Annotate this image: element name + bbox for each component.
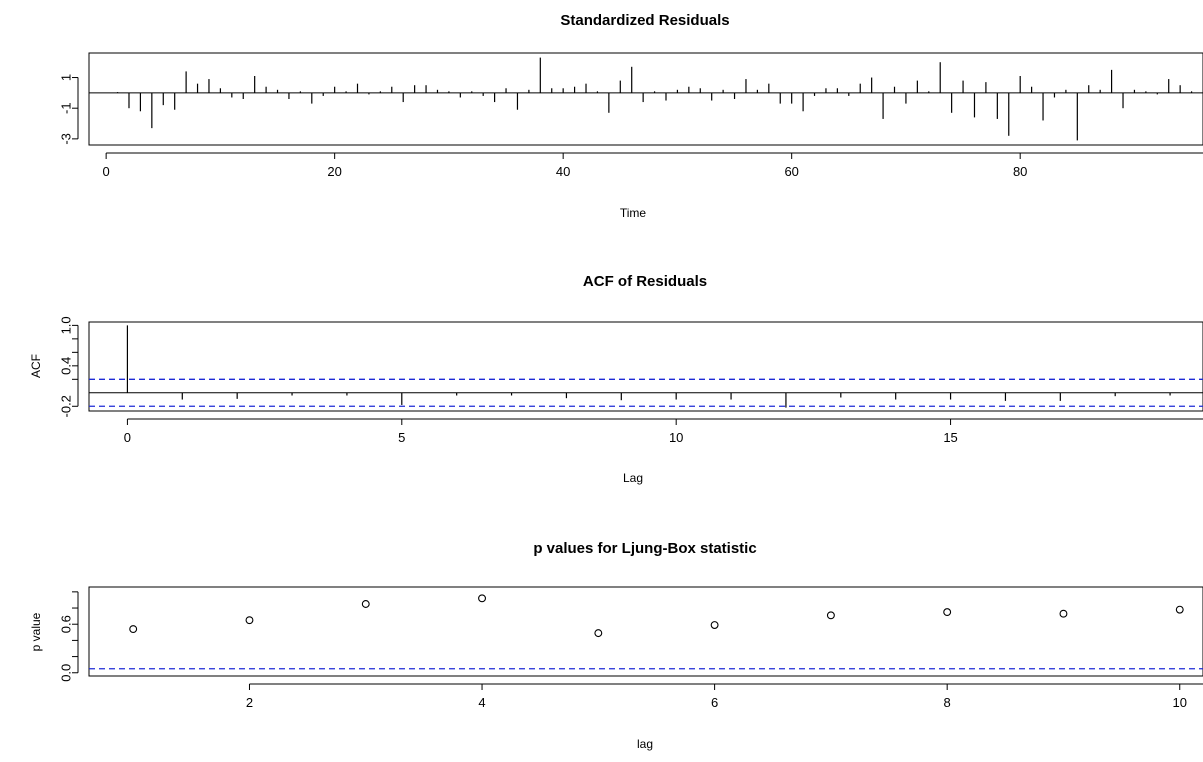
panel-standardized-residuals: Standardized Residuals 0 20 40 60 80 1 -1 -3 Ti… — [59, 12, 1203, 220]
y-tick-label: 1 — [59, 74, 74, 81]
pvalue-point — [246, 617, 253, 624]
acf-spikes: 0 5 10 15 -0.2 0.4 1.0 — [59, 316, 1203, 445]
y-tick-label: 0.0 — [59, 664, 74, 682]
x-tick-label: 80 — [1013, 164, 1027, 179]
x-tick-label: 15 — [943, 430, 957, 445]
x-tick-label: 10 — [669, 430, 683, 445]
y-tick-label: 0.6 — [59, 615, 74, 633]
pvalue-point — [827, 612, 834, 619]
plot-frame — [89, 53, 1203, 145]
panel-title: ACF of Residuals — [583, 273, 707, 290]
y-axis-label: ACF — [29, 354, 43, 378]
x-tick-label: 40 — [556, 164, 570, 179]
x-tick-label: 5 — [398, 430, 405, 445]
x-axis-label: Lag — [623, 471, 643, 485]
x-tick-label: 10 — [1173, 695, 1187, 710]
panel-acf: ACF of Residuals 0 5 10 15 -0.2 0.4 1.0 Lag AC… — [29, 273, 1203, 485]
panel-title: Standardized Residuals — [560, 12, 729, 29]
y-tick-label: 1.0 — [59, 316, 74, 334]
x-tick-label: 0 — [124, 430, 131, 445]
x-axis-label: Time — [620, 206, 647, 220]
x-tick-label: 60 — [784, 164, 798, 179]
x-tick-label: 8 — [944, 695, 951, 710]
pvalue-point — [711, 622, 718, 629]
pvalue-point — [1176, 606, 1183, 613]
pvalue-point — [595, 630, 602, 637]
pvalue-points: 2 4 6 8 10 0.0 0.6 — [59, 592, 1203, 710]
y-tick-label: -3 — [59, 133, 74, 145]
plot-frame — [89, 322, 1203, 411]
x-axis-label: lag — [637, 737, 653, 751]
pvalue-point — [944, 609, 951, 616]
pvalue-point — [130, 626, 137, 633]
x-tick-label: 0 — [103, 164, 110, 179]
panel-title: p values for Ljung-Box statistic — [533, 540, 756, 557]
pvalue-point — [1060, 610, 1067, 617]
y-axis-label: p value — [29, 612, 43, 651]
plot-frame — [89, 587, 1203, 676]
x-tick-label: 20 — [327, 164, 341, 179]
pvalue-point — [479, 595, 486, 602]
y-tick-label: -1 — [59, 102, 74, 114]
y-tick-label: -0.2 — [59, 395, 74, 417]
residual-spikes: 0 20 40 60 80 1 -1 -3 — [59, 58, 1203, 179]
x-tick-label: 2 — [246, 695, 253, 710]
x-tick-label: 6 — [711, 695, 718, 710]
pvalue-point — [362, 601, 369, 608]
panel-ljung-box: p values for Ljung-Box statistic 2 4 6 8 10 0… — [29, 540, 1203, 751]
x-tick-label: 4 — [478, 695, 485, 710]
y-tick-label: 0.4 — [59, 357, 74, 375]
